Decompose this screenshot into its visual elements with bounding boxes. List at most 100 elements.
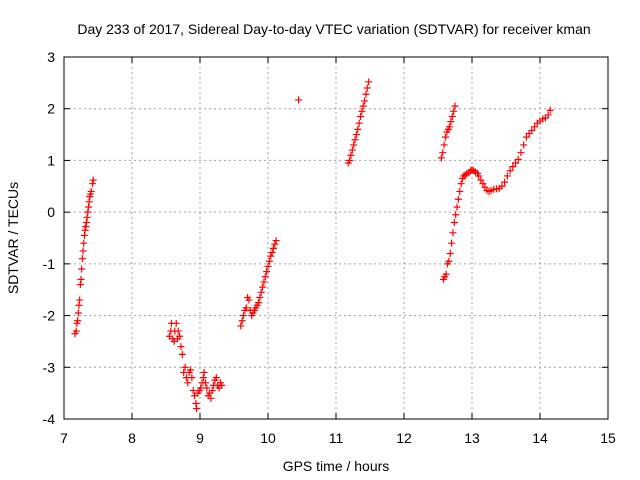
data-point-plus — [448, 239, 456, 247]
data-point-plus — [260, 278, 268, 286]
data-point-plus — [263, 268, 271, 276]
data-point-plus — [451, 102, 459, 110]
data-point-plus — [506, 167, 514, 175]
data-point-plus — [457, 180, 465, 188]
data-point-plus — [189, 387, 197, 395]
data-point-plus — [82, 218, 90, 226]
y-tick-label: -2 — [43, 308, 56, 324]
data-point-plus — [212, 374, 220, 382]
data-point-plus — [441, 133, 449, 141]
x-tick-label: 12 — [396, 430, 412, 446]
y-tick-label: -1 — [43, 256, 56, 272]
data-point-plus — [477, 176, 485, 184]
data-point-plus — [456, 187, 464, 195]
data-point-plus — [450, 218, 458, 226]
data-point-plus — [355, 119, 363, 127]
data-point-plus — [442, 270, 450, 278]
data-point-plus — [517, 149, 525, 157]
data-point-plus — [358, 107, 366, 115]
data-point-plus — [176, 332, 184, 340]
data-point-plus — [501, 178, 509, 186]
data-point-plus — [207, 394, 215, 402]
data-point-plus — [208, 387, 216, 395]
data-point-plus — [437, 154, 445, 162]
data-point-plus — [197, 384, 205, 392]
data-point-plus — [81, 226, 89, 234]
data-point-plus — [439, 149, 447, 157]
data-point-plus — [446, 123, 454, 131]
x-tick-label: 14 — [532, 430, 548, 446]
data-point-plus — [261, 273, 269, 281]
data-point-plus — [89, 176, 97, 184]
data-point-plus — [295, 96, 303, 104]
x-tick-label: 7 — [60, 430, 68, 446]
y-axis-ticks: -4 -3 -2 -1 0 1 2 3 — [43, 49, 608, 427]
y-tick-label: -3 — [43, 359, 56, 375]
x-axis-ticks: 7 8 9 10 11 12 13 14 15 — [60, 57, 616, 446]
data-point-plus — [78, 265, 86, 273]
data-point-plus — [479, 180, 487, 188]
data-point-plus — [453, 203, 461, 211]
data-point-plus — [188, 374, 196, 382]
data-point-plus — [259, 283, 267, 291]
data-point-plus — [76, 281, 84, 289]
data-point-plus — [446, 250, 454, 258]
data-point-plus — [440, 141, 448, 149]
x-tick-label: 9 — [196, 430, 204, 446]
data-point-plus — [498, 182, 506, 190]
data-point-plus — [75, 301, 83, 309]
data-point-plus — [84, 208, 92, 216]
data-point-plus — [238, 317, 246, 325]
data-point-plus — [79, 247, 87, 255]
data-point-plus — [237, 322, 245, 330]
data-point-plus — [245, 296, 253, 304]
data-point-plus — [475, 172, 483, 180]
y-tick-label: -4 — [43, 411, 56, 427]
data-point-plus — [445, 257, 453, 265]
data-point-plus — [77, 275, 85, 283]
data-point-plus — [80, 239, 88, 247]
x-tick-label: 15 — [600, 430, 616, 446]
data-point-plus — [512, 159, 520, 167]
data-point-plus — [544, 111, 552, 119]
grid-lines — [64, 57, 608, 419]
y-tick-label: 0 — [47, 204, 55, 220]
data-point-plus — [199, 374, 207, 382]
data-point-plus — [265, 257, 273, 265]
data-point-plus — [87, 187, 95, 195]
data-point-plus — [181, 363, 189, 371]
data-point-plus — [268, 248, 276, 256]
data-point-plus — [365, 78, 373, 86]
data-point-plus — [531, 123, 539, 131]
data-point-plus — [361, 97, 369, 105]
data-point-plus — [264, 262, 272, 270]
data-point-plus — [89, 180, 97, 188]
data-points — [71, 78, 554, 413]
data-point-plus — [272, 237, 280, 245]
data-point-plus — [347, 151, 355, 159]
plot-frame — [63, 56, 609, 420]
data-point-plus — [514, 155, 522, 163]
data-point-plus — [454, 195, 462, 203]
y-tick-label: 3 — [47, 49, 55, 65]
data-point-plus — [362, 90, 370, 98]
data-point-plus — [363, 84, 371, 92]
data-point-plus — [269, 244, 277, 252]
data-point-plus — [356, 112, 364, 120]
data-point-plus — [193, 405, 201, 413]
data-point-plus — [74, 309, 82, 317]
data-point-plus — [192, 399, 200, 407]
data-point-plus — [348, 146, 356, 154]
data-point-plus — [267, 252, 275, 260]
data-point-plus — [522, 133, 530, 141]
data-point-plus — [74, 317, 82, 325]
data-point-plus — [72, 327, 80, 335]
x-axis-label: GPS time / hours — [283, 458, 390, 474]
data-point-plus — [82, 223, 90, 231]
data-point-plus — [450, 107, 458, 115]
data-point-plus — [177, 343, 185, 351]
chart-title: Day 233 of 2017, Sidereal Day-to-day VTE… — [77, 21, 590, 37]
x-tick-label: 13 — [464, 430, 480, 446]
data-point-plus — [449, 229, 457, 237]
